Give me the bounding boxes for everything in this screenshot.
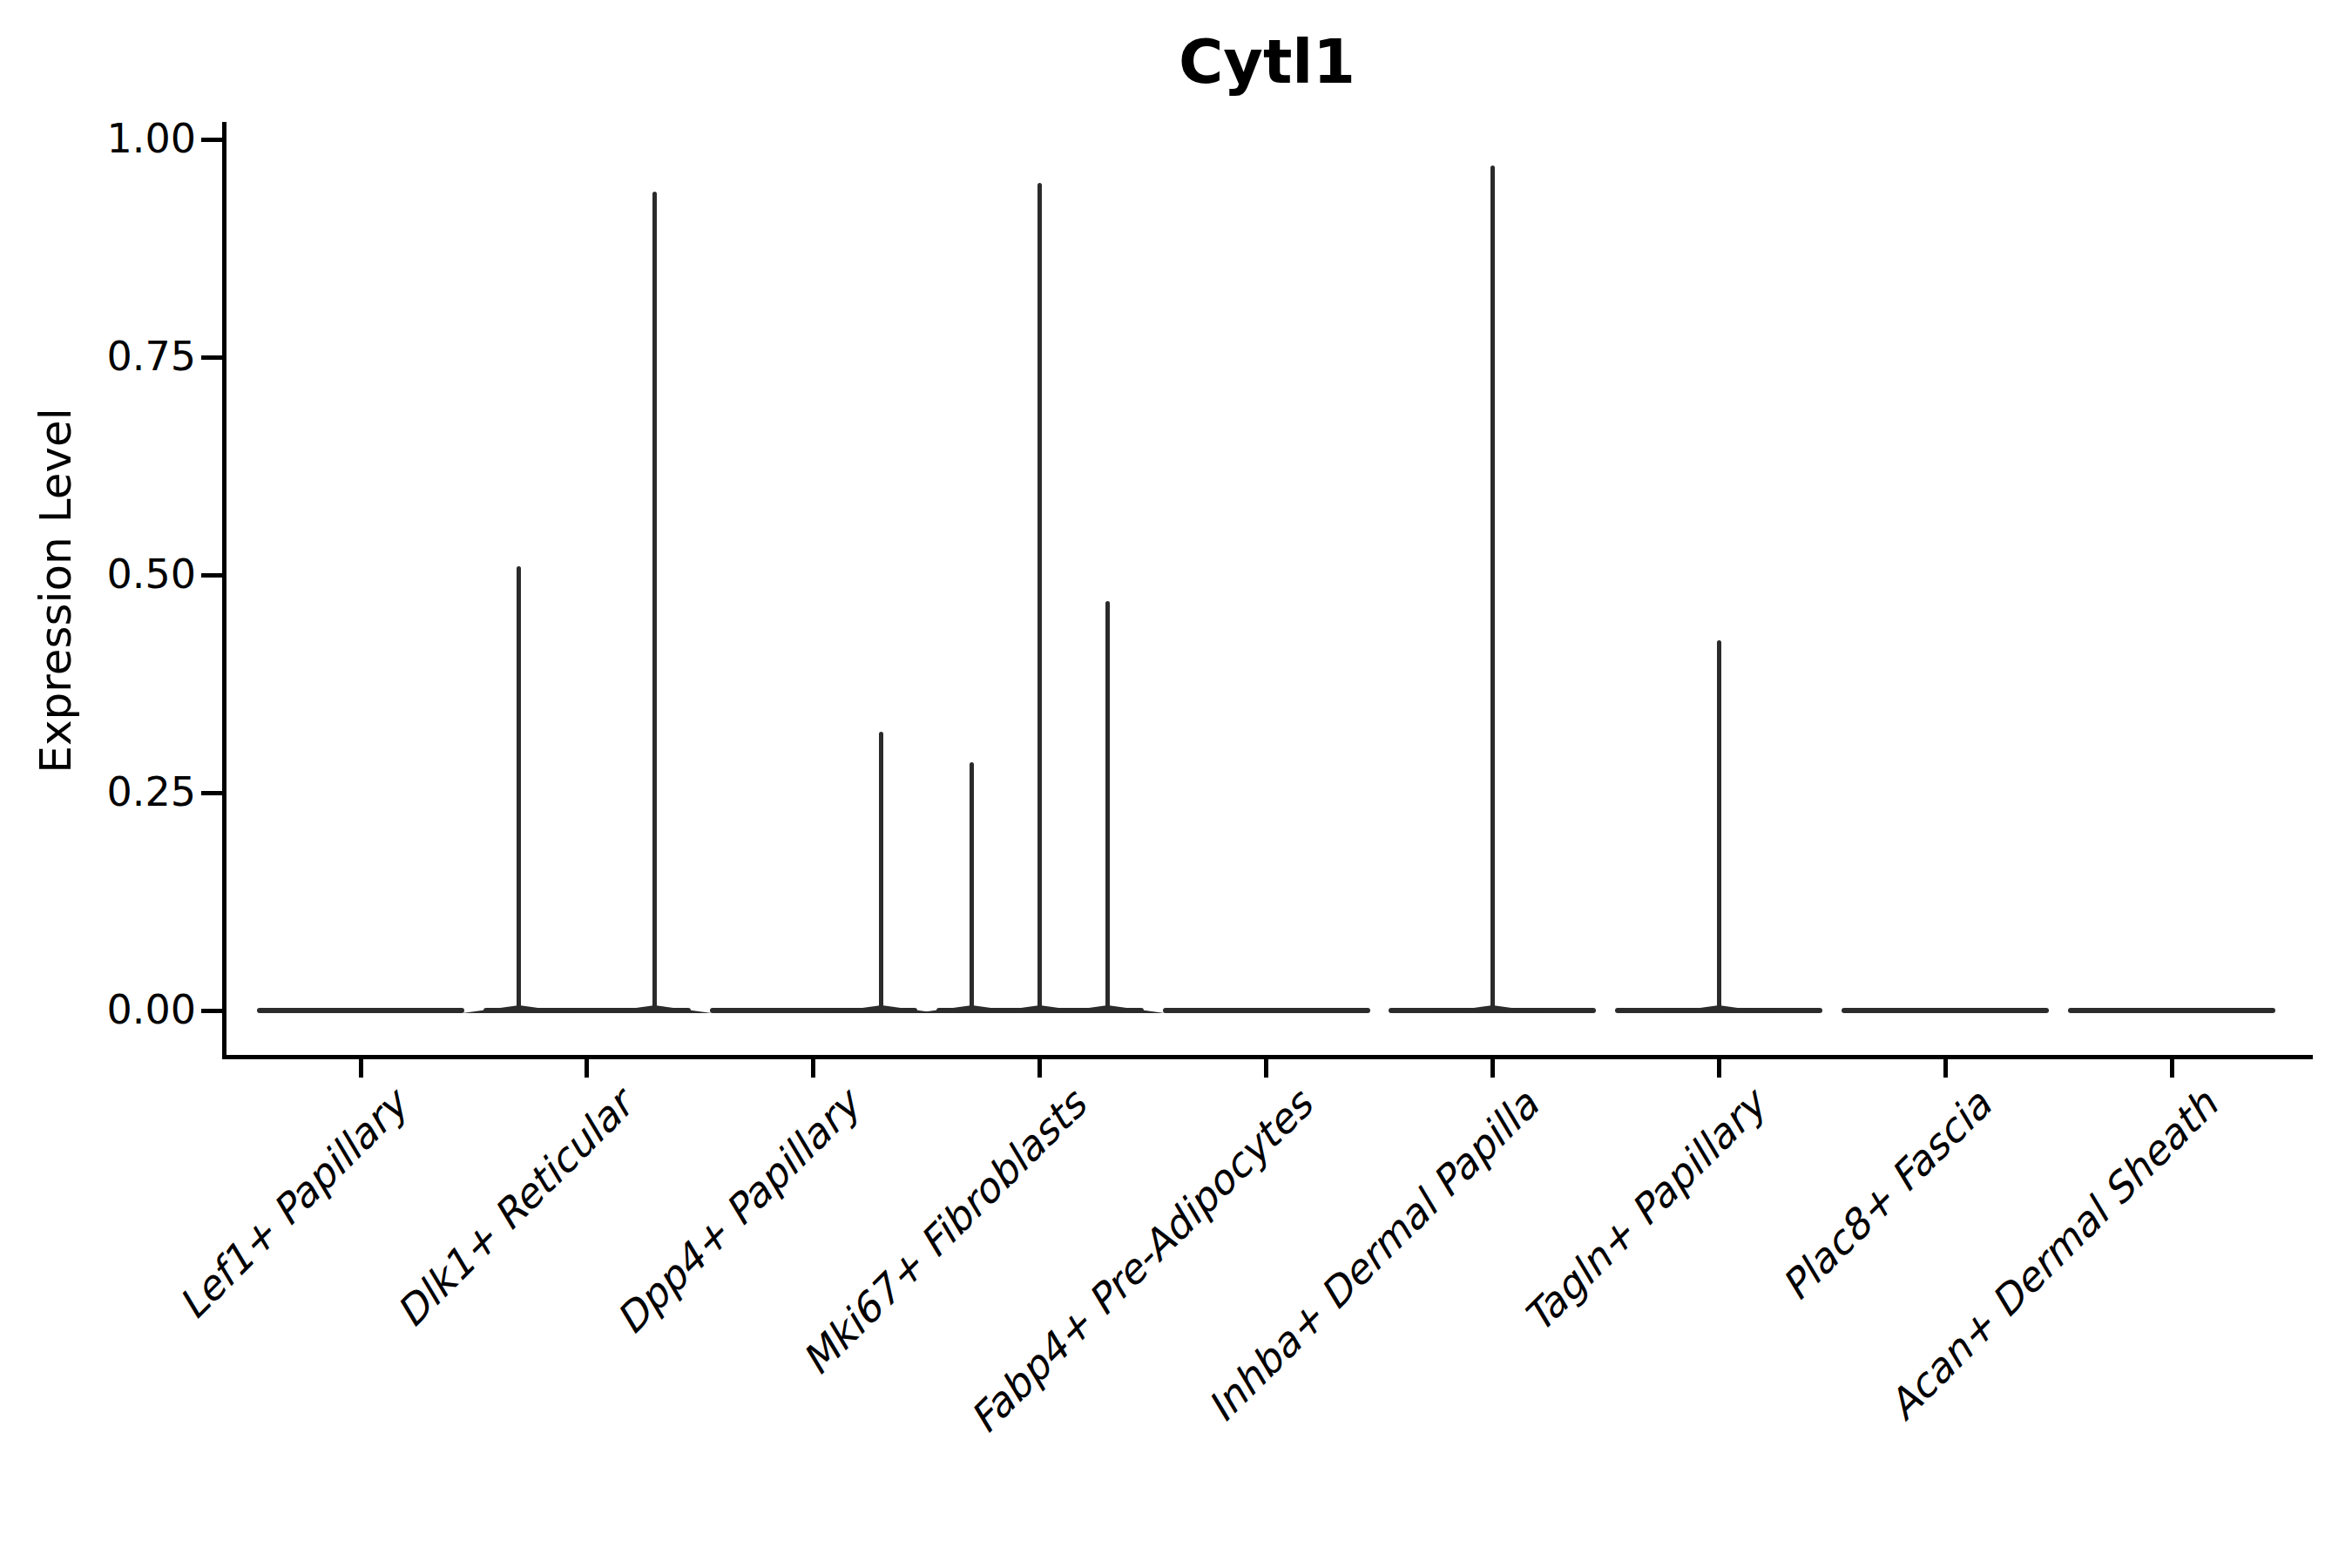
y-tick-mark	[201, 1009, 222, 1013]
x-tick-mark	[811, 1057, 815, 1078]
x-tick-mark	[1717, 1057, 1721, 1078]
violin-spike	[970, 762, 974, 1013]
y-tick-label: 0.50	[65, 554, 196, 594]
x-tick-label: Plac8+ Fascia	[1774, 1084, 1998, 1308]
violin-spike	[517, 566, 521, 1013]
x-tick-mark	[359, 1057, 363, 1078]
x-tick-label: Dlk1+ Reticular	[389, 1084, 640, 1335]
x-tick-label: Tagln+ Papillary	[1517, 1084, 1772, 1339]
y-tick-mark	[201, 138, 222, 142]
violin-baseline	[1842, 1008, 2049, 1013]
y-tick-label: 0.75	[65, 336, 196, 376]
violin-spike	[1490, 166, 1495, 1013]
violin-spike	[652, 192, 657, 1013]
y-tick-label: 0.25	[65, 772, 196, 812]
y-tick-mark	[201, 355, 222, 360]
violin-spike	[1037, 183, 1042, 1013]
x-tick-mark	[1037, 1057, 1042, 1078]
violin-spike	[1717, 640, 1721, 1013]
violin-baseline	[257, 1008, 464, 1013]
x-tick-mark	[585, 1057, 589, 1078]
x-tick-mark	[1264, 1057, 1268, 1078]
violin-baseline	[1163, 1008, 1370, 1013]
x-tick-label: Lef1+ Papillary	[171, 1084, 413, 1326]
x-tick-mark	[1490, 1057, 1495, 1078]
y-tick-mark	[201, 791, 222, 795]
x-tick-mark	[2170, 1057, 2174, 1078]
x-tick-label: Dpp4+ Papillary	[609, 1084, 867, 1342]
y-tick-mark	[201, 573, 222, 578]
y-tick-label: 0.00	[65, 990, 196, 1030]
violin-spike	[1105, 601, 1110, 1013]
violin-baseline	[2068, 1008, 2275, 1013]
plot-title: Cytl1	[224, 31, 2310, 92]
x-tick-mark	[1943, 1057, 1948, 1078]
y-tick-label: 1.00	[65, 118, 196, 159]
violin-plot-canvas: Cytl1 Expression Level 1.000.750.500.250…	[0, 0, 2352, 1568]
violin-spike	[879, 732, 883, 1013]
y-axis-line	[222, 122, 226, 1059]
